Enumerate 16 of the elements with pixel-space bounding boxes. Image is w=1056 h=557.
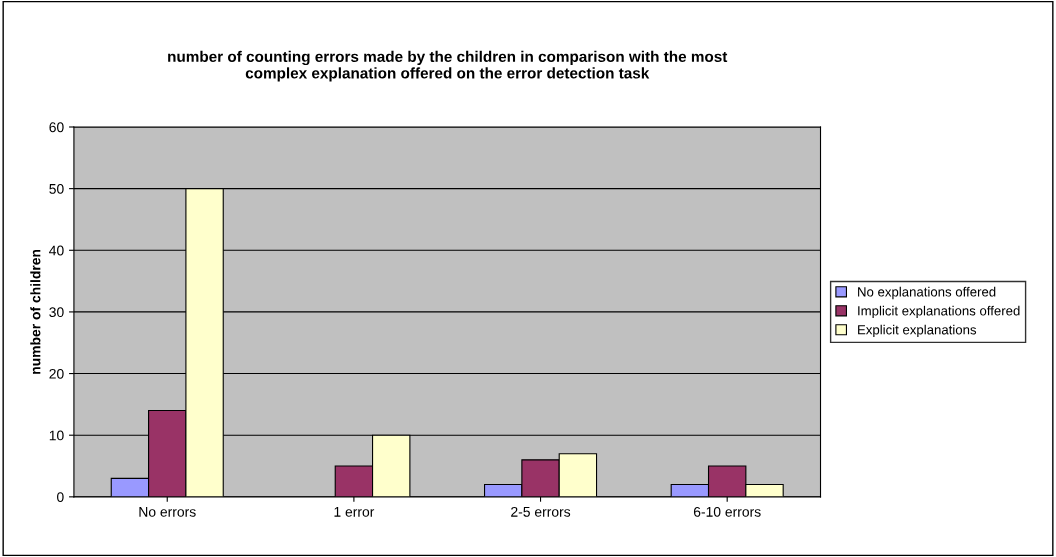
y-tick-label: 30	[49, 307, 64, 318]
x-tick-label: No errors	[139, 507, 196, 517]
y-tick-label: 40	[49, 245, 64, 256]
y-tick-label: 20	[49, 368, 64, 379]
legend-label: Implicit explanations offered	[858, 305, 1020, 319]
y-tick-label: 50	[49, 183, 64, 194]
chart-title: number of counting errors made by the children in comparison with the most complex explanation offered on the error detection task	[168, 50, 728, 82]
y-tick-label: 60	[49, 122, 64, 133]
x-tick-label: 2-5 errors	[511, 506, 571, 517]
x-tick-label: 1 error	[334, 507, 375, 517]
y-tick-label: 0	[57, 492, 64, 503]
legend-label: No explanations offered	[858, 286, 996, 300]
legend-label: Explicit explanations	[858, 324, 977, 338]
y-tick-label: 10	[49, 430, 64, 441]
y-axis-title: number of children	[30, 249, 41, 374]
x-tick-label: 6-10 errors	[693, 506, 761, 517]
